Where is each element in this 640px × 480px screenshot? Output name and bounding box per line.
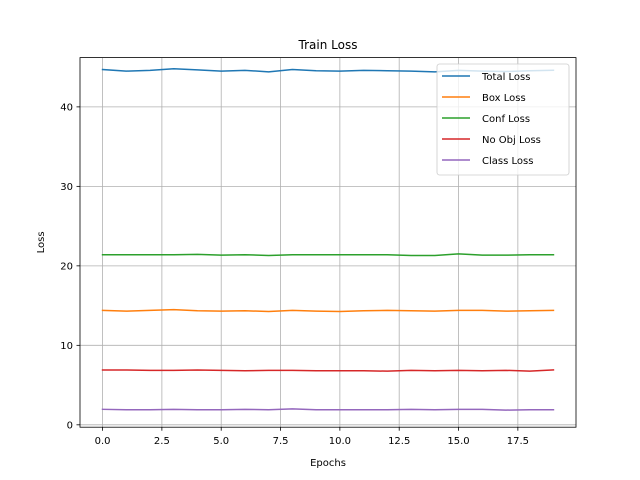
x-tick-label: 5.0 [213, 436, 229, 447]
series-line-no-obj-loss [101, 369, 555, 372]
x-tick-label: 2.5 [154, 436, 170, 447]
chart-title: Train Loss [298, 38, 358, 52]
series-line-conf-loss [101, 253, 555, 257]
x-tick-label: 12.5 [388, 436, 410, 447]
legend-label: Conf Loss [482, 114, 530, 125]
y-tick-label: 10 [60, 341, 73, 352]
series-line-box-loss [101, 308, 555, 313]
x-tick-label: 15.0 [447, 436, 469, 447]
x-axis-label: Epochs [310, 458, 346, 469]
legend: Total Loss Box Loss Conf Loss No Obj Loss Cl… [436, 63, 570, 176]
plot-area-frame [79, 57, 577, 428]
y-tick-label: 30 [60, 182, 73, 193]
legend-label: Class Loss [482, 156, 533, 167]
legend-label: No Obj Loss [482, 135, 541, 146]
series-line-class-loss [101, 408, 555, 411]
y-axis-ticks: 0 10 20 30 40 [60, 102, 80, 431]
y-tick-label: 40 [60, 102, 73, 113]
legend-label: Total Loss [481, 72, 530, 83]
x-tick-label: 0.0 [95, 436, 111, 447]
legend-label: Box Loss [482, 93, 526, 104]
y-tick-label: 20 [60, 261, 73, 272]
y-tick-label: 0 [67, 420, 73, 431]
x-tick-label: 17.5 [507, 436, 529, 447]
legend-box [436, 63, 570, 176]
x-tick-label: 7.5 [273, 436, 289, 447]
x-axis-ticks: 0.0 2.5 5.0 7.5 10.0 12.5 15.0 17.5 [95, 427, 529, 447]
x-tick-label: 10.0 [329, 436, 351, 447]
y-axis-label: Loss [36, 231, 47, 253]
